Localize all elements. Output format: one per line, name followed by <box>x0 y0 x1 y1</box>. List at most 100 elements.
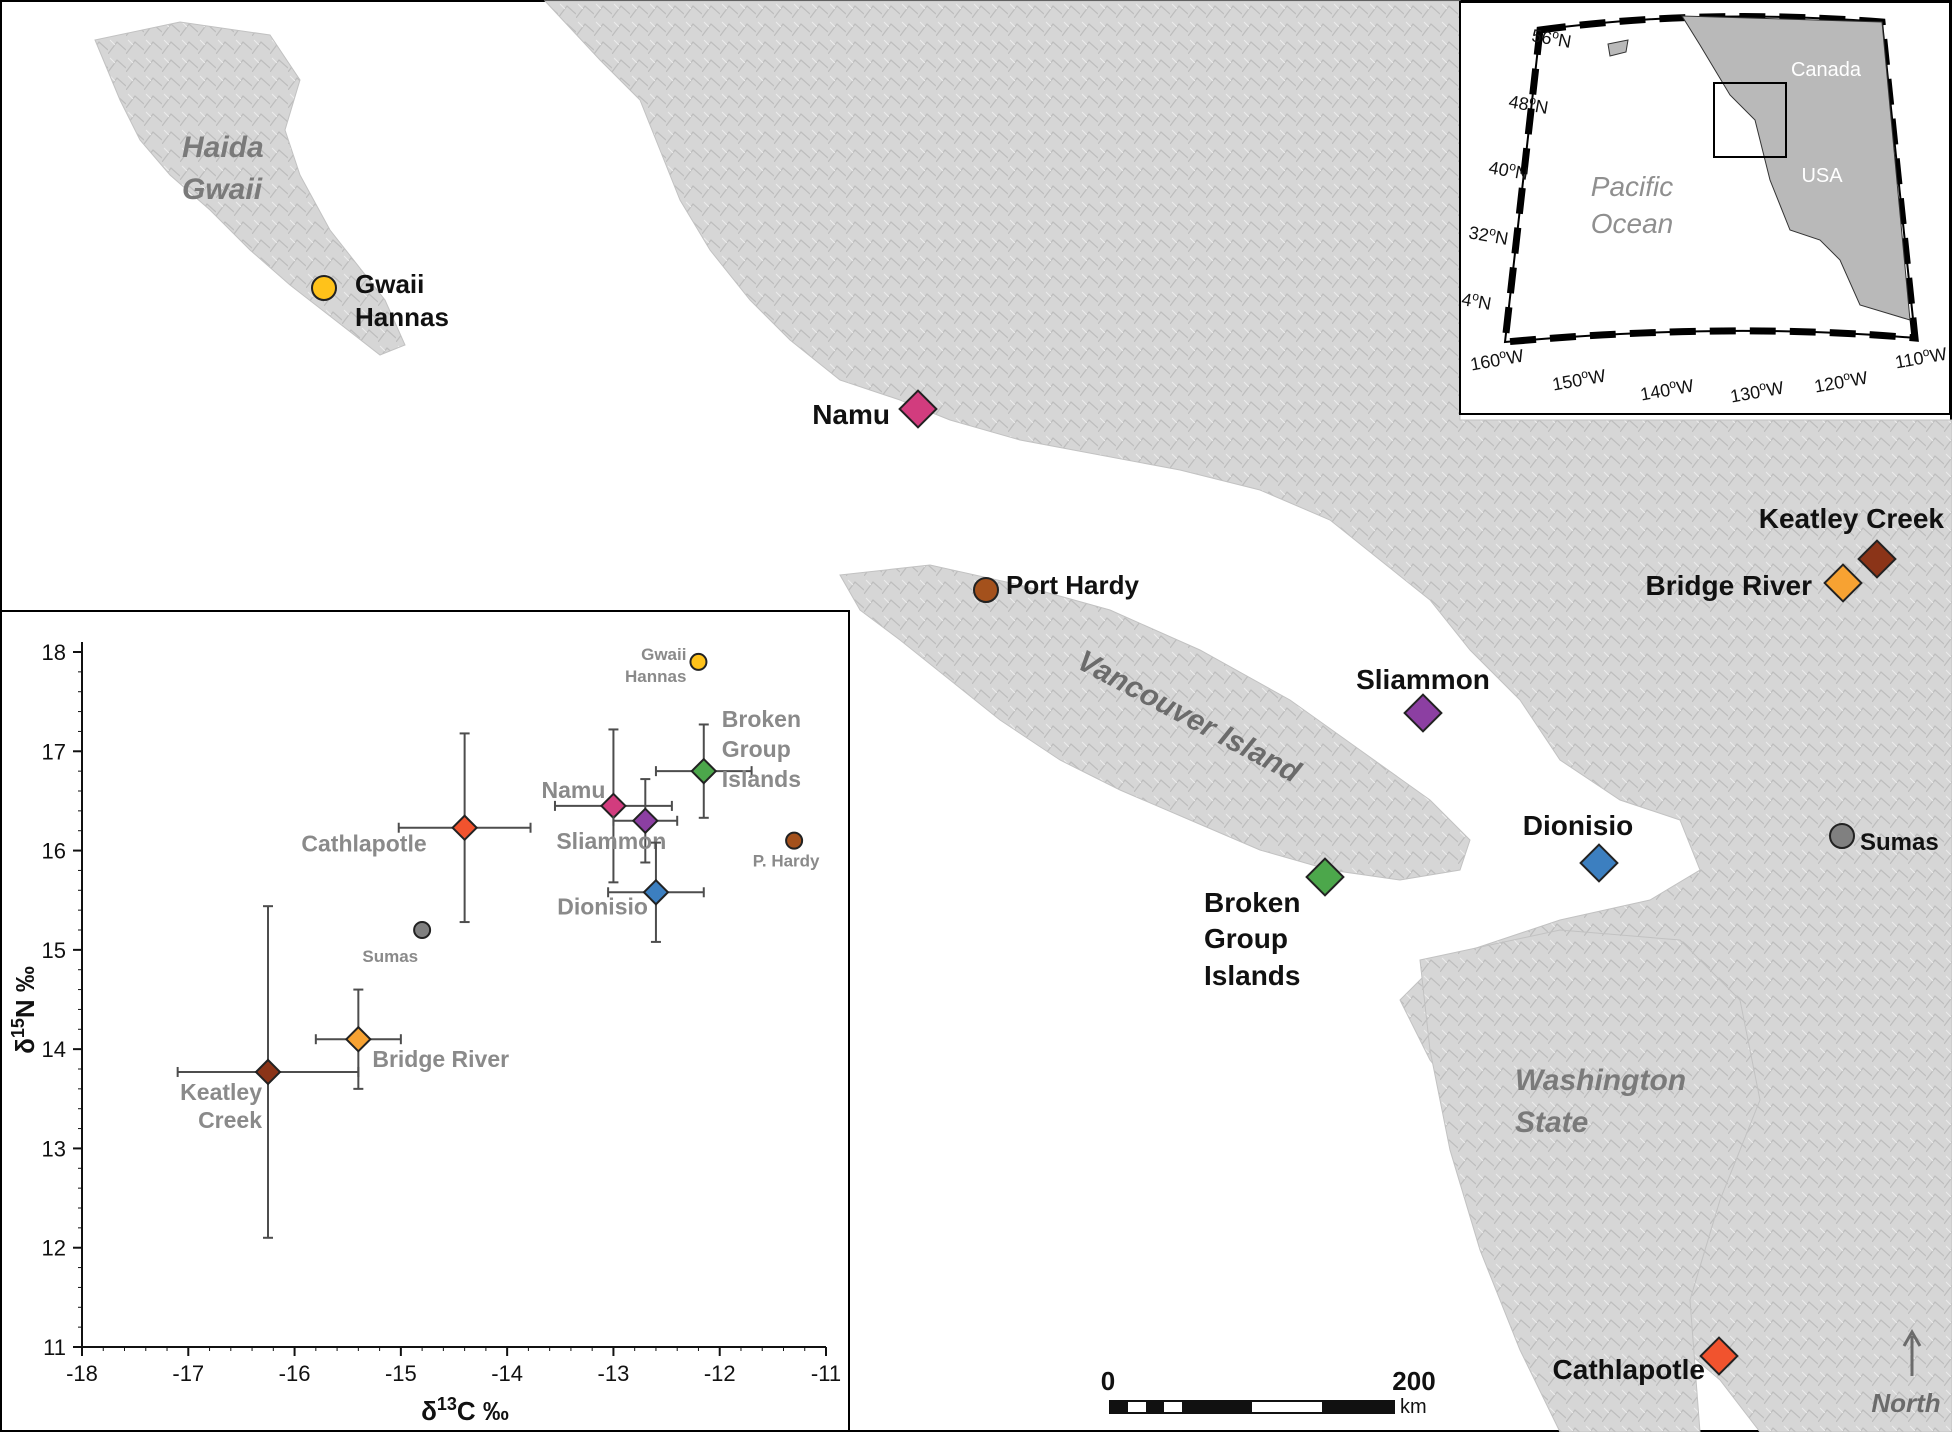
x-tick-label: -18 <box>66 1361 98 1386</box>
scale-bar-end-label: 200 <box>1392 1366 1435 1396</box>
site-marker-gwaii-hannas[interactable] <box>311 275 337 301</box>
isotope-scatter-plot: -18 -17 -16 -15 -14 -13 -12 -11 11 12 13 14 15 16 17 18… <box>0 610 850 1432</box>
north-label: North <box>1871 1388 1940 1418</box>
y-tick-label: 14 <box>42 1037 66 1062</box>
y-tick-label: 15 <box>42 938 66 963</box>
x-axis-label: δ13C ‰ <box>421 1394 509 1426</box>
site-label-cathlapotle: Cathlapotle <box>1553 1354 1705 1385</box>
point-label: Islands <box>722 766 801 792</box>
inset-canada-label: Canada <box>1791 59 1862 81</box>
inset-lat-label: 32oN <box>1467 220 1510 249</box>
point-marker-diamond <box>631 807 659 835</box>
inset-lon-label: 130oW <box>1728 376 1785 407</box>
site-label-port-hardy: Port Hardy <box>1006 570 1139 600</box>
point-label: Bridge River <box>372 1046 509 1072</box>
inset-north-america-land <box>1681 15 1911 321</box>
region-label-washington-1: Washington <box>1515 1064 1686 1097</box>
site-markers: Gwaii Hannas Namu Port Hardy Keatley Cre… <box>311 269 1945 1385</box>
region-label-washington-2: State <box>1515 1106 1588 1139</box>
inset-lat-label: 56oN <box>1530 23 1573 52</box>
north-arrow-icon <box>1902 1328 1922 1376</box>
x-tick-label: -11 <box>811 1361 841 1386</box>
site-label-broken-group-1: Broken <box>1204 887 1300 918</box>
y-tick-label: 11 <box>43 1335 66 1360</box>
data-point[interactable]: Gwaii Hannas <box>625 645 708 686</box>
point-label: P. Hardy <box>753 852 820 871</box>
site-marker-cathlapotle[interactable] <box>1699 1336 1739 1376</box>
site-label-bridge-river: Bridge River <box>1646 570 1813 601</box>
inset-map: Pacific Ocean Canada USA 56oN 48oN 40oN 32o… <box>1459 1 1951 415</box>
inset-alaska-land <box>1607 39 1629 57</box>
inset-lat-label: 40oN <box>1487 155 1530 184</box>
point-marker-diamond <box>451 814 479 842</box>
point-label: Cathlapotle <box>301 831 426 857</box>
point-label: Sliammon <box>556 828 666 854</box>
data-point[interactable]: Sumas <box>362 921 432 966</box>
site-label-sliammon: Sliammon <box>1356 664 1490 695</box>
point-label: Hannas <box>625 667 686 686</box>
point-label: Broken <box>722 706 801 732</box>
site-marker-bridge-river[interactable] <box>1823 563 1863 603</box>
point-label: Keatley <box>180 1079 262 1105</box>
point-label: Creek <box>198 1107 262 1133</box>
site-marker-sliammon[interactable] <box>1403 693 1443 733</box>
site-label-dionisio: Dionisio <box>1523 810 1633 841</box>
site-label-sumas: Sumas <box>1860 829 1939 856</box>
data-point[interactable]: Sliammon <box>556 778 679 864</box>
scale-bar-unit-label: km <box>1400 1396 1427 1418</box>
inset-lon-label: 110oW <box>1893 342 1948 373</box>
inset-usa-label: USA <box>1801 165 1843 187</box>
data-point[interactable]: P. Hardy <box>753 831 820 871</box>
plot-points: Gwaii Hannas Broken Group Islands Namu Sliammo… <box>176 645 820 1239</box>
inset-ocean-label-1: Pacific <box>1591 171 1673 202</box>
inset-ocean-label-2: Ocean <box>1591 208 1674 239</box>
north-arrow: North <box>1871 1328 1941 1418</box>
scale-bar: 0 200 km <box>1101 1366 1436 1418</box>
point-marker-circle <box>413 921 432 939</box>
point-marker-diamond <box>344 1025 372 1053</box>
olympic-peninsula-land <box>1419 929 1761 1432</box>
vancouver-island-land <box>839 564 1471 881</box>
site-marker-port-hardy[interactable] <box>973 577 999 603</box>
plot-axes: -18 -17 -16 -15 -14 -13 -12 -11 11 12 13 14 15 16 17 18 <box>42 640 842 1386</box>
inset-latitude-labels: 56oN 48oN 40oN 32oN 4oN <box>1460 23 1573 314</box>
region-label-haida-2: Gwaii <box>182 173 263 206</box>
x-tick-label: -17 <box>172 1361 204 1386</box>
point-marker-circle <box>785 831 804 850</box>
site-label-gwaii-hannas-2: Hannas <box>355 302 449 332</box>
inset-study-area-box <box>1713 82 1787 158</box>
site-marker-dionisio[interactable] <box>1579 843 1619 883</box>
point-label: Sumas <box>362 947 418 966</box>
x-tick-label: -14 <box>491 1361 523 1386</box>
data-point[interactable]: Bridge River <box>314 988 509 1090</box>
site-marker-sumas[interactable] <box>1829 823 1855 849</box>
haida-gwaii-land <box>94 21 406 356</box>
point-marker-circle <box>689 652 708 671</box>
inset-graticule-border <box>1501 13 1919 346</box>
point-label: Namu <box>542 777 606 803</box>
point-marker-diamond <box>690 757 718 785</box>
inset-lat-label: 4oN <box>1460 287 1493 314</box>
x-tick-label: -13 <box>598 1361 630 1386</box>
region-label-haida-1: Haida <box>182 131 264 164</box>
data-point[interactable]: Cathlapotle <box>301 732 532 924</box>
site-label-keatley-creek: Keatley Creek <box>1759 503 1945 534</box>
site-label-broken-group-2: Group <box>1204 923 1288 954</box>
site-marker-broken-group-islands[interactable] <box>1305 857 1345 897</box>
data-point[interactable]: Dionisio <box>557 841 705 943</box>
data-point[interactable]: Broken Group Islands <box>654 706 801 819</box>
land-layer <box>94 0 1952 1432</box>
y-tick-label: 18 <box>42 640 66 665</box>
site-label-broken-group-3: Islands <box>1204 960 1300 991</box>
inset-lat-label: 48oN <box>1507 89 1550 118</box>
x-tick-label: -16 <box>279 1361 311 1386</box>
site-marker-keatley-creek[interactable] <box>1857 539 1897 579</box>
y-tick-label: 17 <box>42 739 66 764</box>
point-label: Dionisio <box>557 893 648 919</box>
point-marker-diamond <box>599 792 627 820</box>
data-point[interactable]: Namu <box>542 728 673 884</box>
site-marker-namu[interactable] <box>898 389 938 429</box>
inset-lon-label: 120oW <box>1812 366 1869 397</box>
